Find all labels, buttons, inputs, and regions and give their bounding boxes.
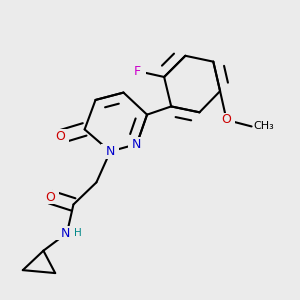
Bar <box>218 112 235 127</box>
Text: O: O <box>55 130 65 143</box>
Bar <box>128 137 146 152</box>
Text: H: H <box>74 228 82 238</box>
Text: O: O <box>222 113 232 127</box>
Text: O: O <box>46 190 56 204</box>
Text: N: N <box>61 226 70 239</box>
Text: N: N <box>106 145 115 158</box>
Text: F: F <box>134 64 141 78</box>
Text: CH₃: CH₃ <box>253 122 274 131</box>
Bar <box>101 144 119 159</box>
Bar <box>42 190 59 205</box>
Bar <box>51 129 69 144</box>
Bar <box>54 226 80 240</box>
Text: N: N <box>132 138 141 151</box>
Bar <box>130 64 146 78</box>
